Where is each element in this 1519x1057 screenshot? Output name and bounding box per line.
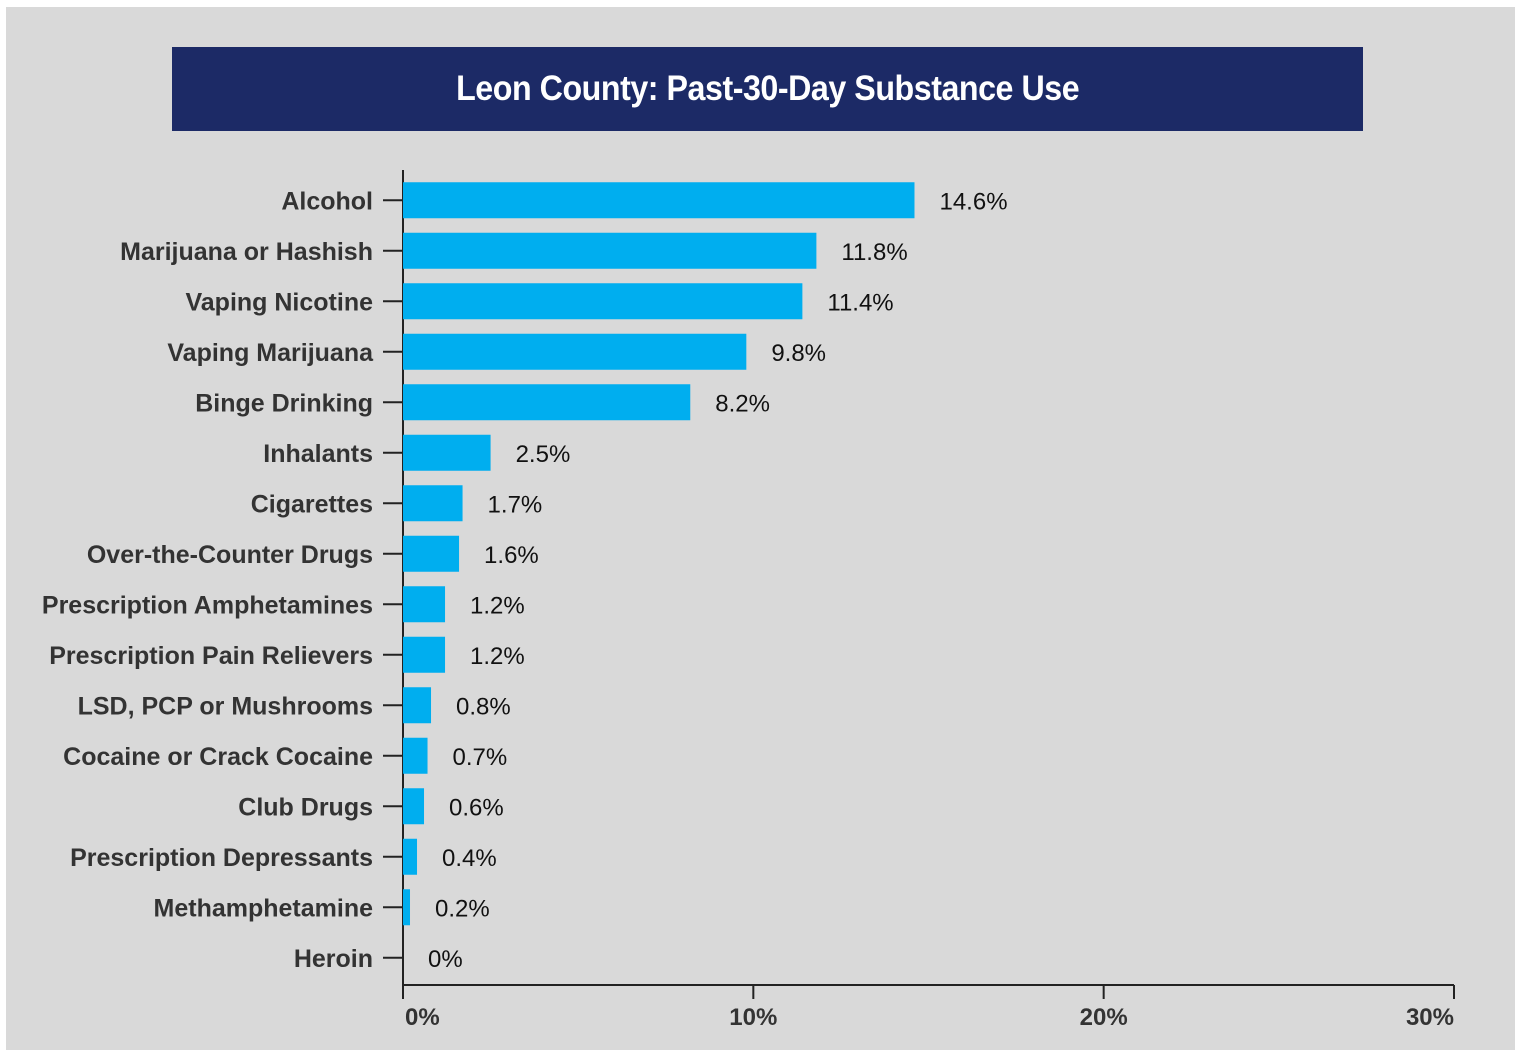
category-label: Binge Drinking [195, 389, 373, 417]
value-label: 0.4% [442, 845, 497, 872]
category-label: Prescription Depressants [70, 844, 373, 872]
value-label: 11.4% [827, 289, 893, 316]
x-tick-label: 0% [405, 1004, 440, 1031]
category-label: Over-the-Counter Drugs [87, 541, 373, 569]
category-label: Heroin [294, 945, 373, 973]
value-label: 1.6% [484, 542, 539, 569]
bar [403, 586, 446, 623]
category-label: Prescription Pain Relievers [49, 642, 373, 670]
value-label: 8.2% [715, 390, 770, 417]
bar [403, 434, 491, 471]
value-label: 1.2% [470, 643, 525, 670]
bar [403, 687, 432, 724]
bar [403, 535, 460, 572]
value-label: 1.2% [470, 592, 525, 619]
x-tick-label: 20% [1080, 1004, 1128, 1031]
category-label: Cocaine or Crack Cocaine [63, 743, 373, 771]
value-label: 0.8% [456, 693, 511, 720]
title-banner: Leon County: Past-30-Day Substance Use [172, 47, 1363, 131]
value-label: 0.7% [453, 744, 508, 771]
category-label: Cigarettes [251, 490, 373, 518]
category-label: Vaping Nicotine [185, 288, 373, 316]
category-label: Inhalants [263, 440, 373, 468]
bar [403, 333, 747, 370]
bar [403, 838, 418, 875]
value-label: 0.2% [435, 895, 490, 922]
category-label: Marijuana or Hashish [120, 238, 373, 266]
bar [403, 889, 411, 926]
value-label: 9.8% [771, 340, 826, 367]
category-label: Club Drugs [238, 793, 373, 821]
value-label: 11.8% [841, 239, 907, 266]
category-label: LSD, PCP or Mushrooms [78, 692, 373, 720]
bar [403, 485, 463, 522]
bar [403, 737, 428, 774]
bar [403, 384, 691, 421]
chart-background [6, 7, 1515, 1050]
bar [403, 283, 803, 320]
x-tick-label: 30% [1406, 1004, 1454, 1031]
value-label: 14.6% [939, 188, 1007, 215]
category-label: Prescription Amphetamines [42, 591, 373, 619]
bar [403, 232, 817, 269]
bar [403, 636, 446, 673]
value-label: 2.5% [516, 441, 571, 468]
bar [403, 788, 425, 825]
chart-title: Leon County: Past-30-Day Substance Use [455, 69, 1080, 108]
x-tick-label: 10% [729, 1004, 777, 1031]
category-label: Methamphetamine [154, 894, 374, 922]
category-label: Alcohol [281, 187, 373, 215]
category-label: Vaping Marijuana [167, 339, 374, 367]
value-label: 0% [428, 946, 463, 973]
value-label: 0.6% [449, 794, 504, 821]
value-label: 1.7% [488, 491, 543, 518]
bar [403, 182, 915, 219]
